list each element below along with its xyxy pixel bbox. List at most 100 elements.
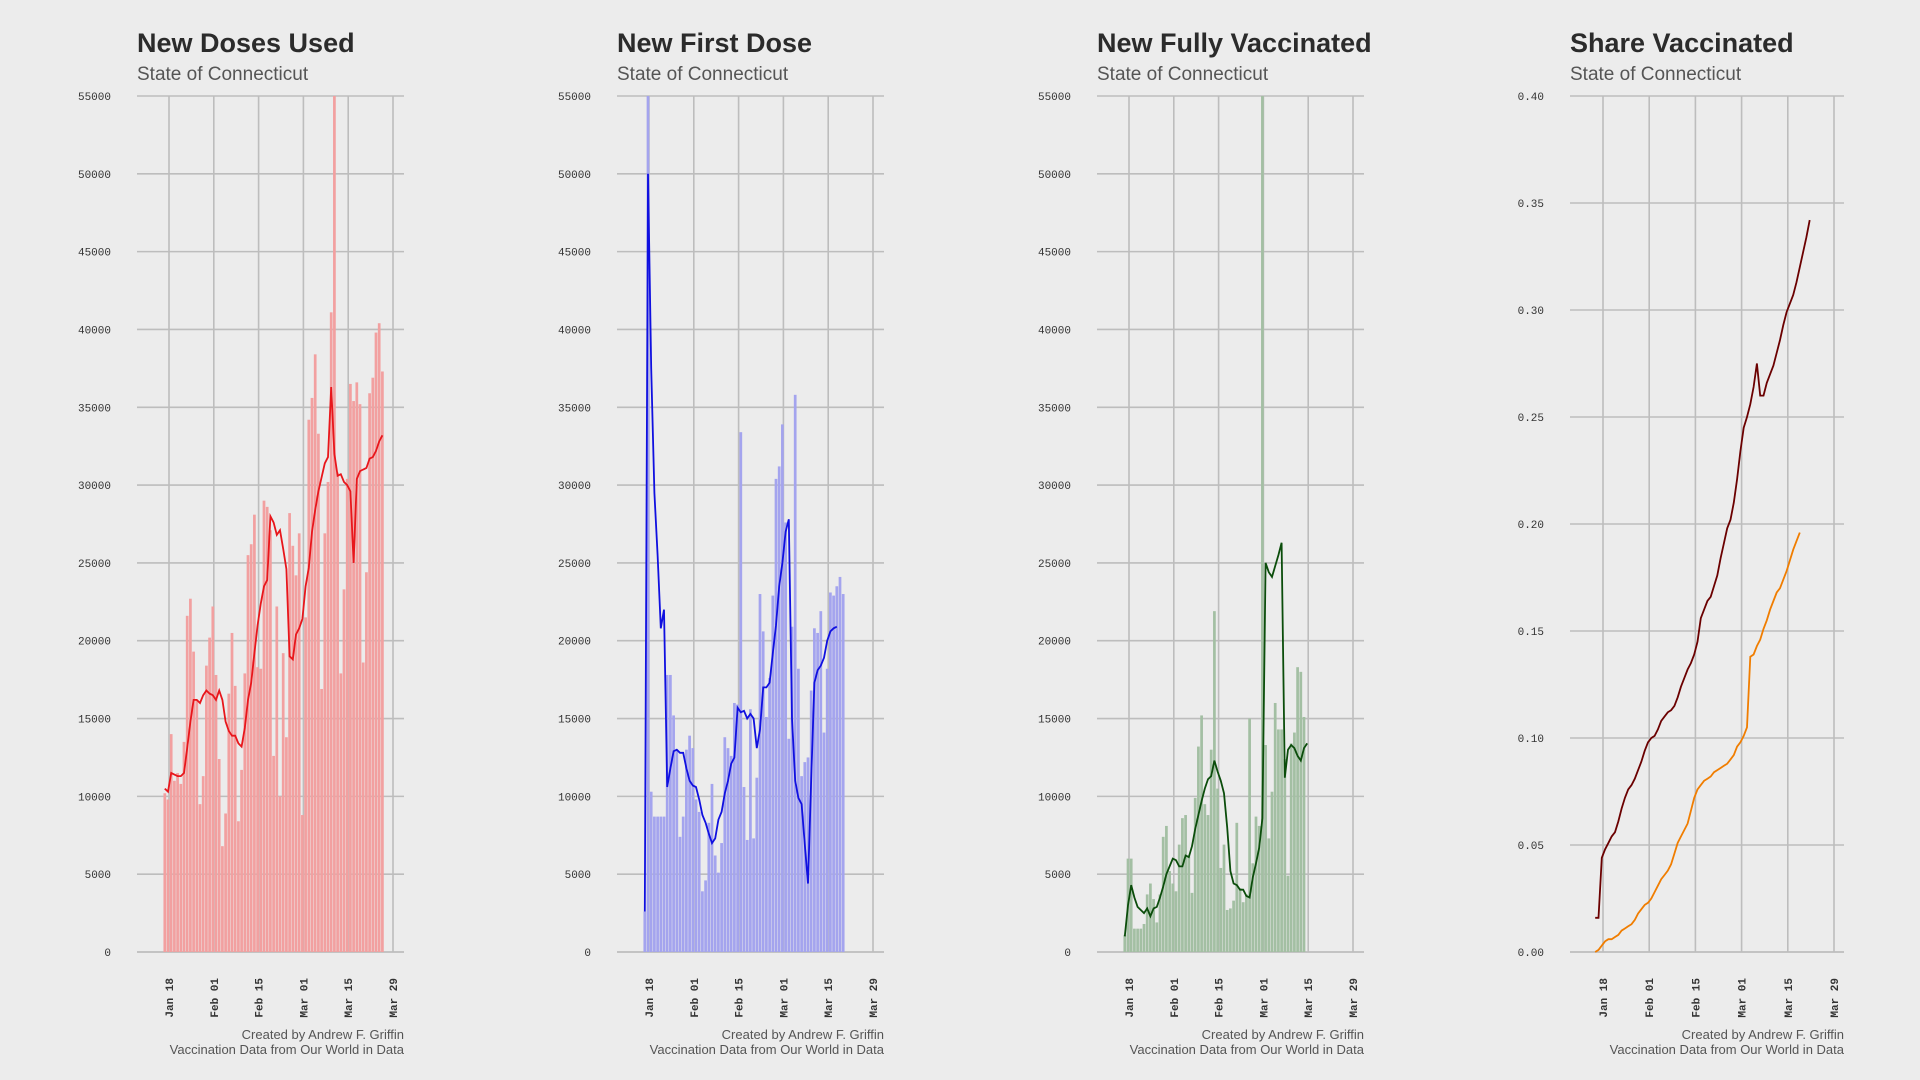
chart-subtitle: State of Connecticut [1097,64,1269,85]
bar [1177,844,1181,952]
y-tick-label: 50000 [1038,170,1071,182]
bar [701,891,704,952]
bar [221,846,224,952]
y-tick-label: 0.40 [1518,92,1544,104]
bar [281,653,285,952]
y-tick-label: 55000 [1038,92,1071,104]
bar [201,776,205,952]
y-tick-label: 45000 [558,248,591,260]
bar [739,432,743,952]
y-tick-label: 40000 [78,325,111,337]
bar [278,796,282,952]
bar [797,668,800,952]
bar [352,401,355,953]
x-tick-label: Mar 01 [299,978,311,1018]
caption-source: Vaccination Data from Our World in Data [1609,1042,1844,1057]
bar [1200,715,1203,952]
bar [790,626,794,952]
x-tick-label: Jan 18 [1599,978,1611,1018]
bar [777,466,781,952]
bar [173,780,176,952]
bar [313,354,317,953]
y-tick-label: 0.30 [1518,306,1544,318]
bar [646,96,650,952]
bar [1254,816,1258,952]
bar [825,668,829,952]
y-tick-label: 10000 [78,792,111,804]
bar [800,776,803,952]
y-tick-label: 45000 [78,248,111,260]
bar [365,572,368,952]
bar [841,594,845,952]
bar [345,478,349,952]
bar [710,783,714,952]
bar [717,872,720,952]
y-tick-label: 35000 [558,403,591,415]
bar [771,595,775,952]
bar [678,836,682,952]
y-tick-label: 30000 [78,481,111,493]
rolling-average-line [643,173,838,912]
x-tick-label: Mar 15 [344,978,356,1018]
bar [1280,729,1283,952]
rolling-average-line [164,386,384,794]
bar [1206,815,1210,952]
x-tick-label: Mar 29 [869,978,881,1018]
bar [649,791,653,952]
bar [697,811,701,952]
bar [1241,902,1245,952]
bar [694,799,698,952]
chart-title: New Fully Vaccinated [1097,28,1372,58]
bar-line-chart: 0 5000 10000 15000 20000 25000 30000 35000 40000… [78,92,404,1018]
y-tick-label: 5000 [85,870,111,882]
bar [774,478,778,952]
bar [371,377,375,953]
bar [1289,743,1293,952]
bar [662,816,666,952]
bar [272,755,275,952]
bar [243,673,247,952]
bar [249,544,253,952]
bar [829,592,832,952]
bar [685,749,688,952]
y-tick-label: 0.15 [1518,627,1544,639]
y-tick-label: 5000 [1045,870,1071,882]
bar [275,606,279,952]
bar [1155,922,1159,952]
x-tick-label: Mar 15 [1304,978,1316,1018]
bar [1142,923,1146,952]
bar [745,839,749,952]
y-tick-label: 40000 [1038,325,1071,337]
bar [749,709,752,952]
x-tick-label: Mar 15 [1784,978,1796,1018]
series-line-0 [1595,219,1811,919]
bar [659,816,663,952]
chart-caption: Created by Andrew F. Griffin Vaccination… [0,1027,884,1057]
bar [813,628,816,952]
bar [784,522,787,952]
bar [765,716,768,952]
x-tick-label: Mar 29 [389,978,401,1018]
bar [307,419,311,952]
y-tick-label: 25000 [558,559,591,571]
rolling-average-line [1123,542,1308,937]
bar [1267,838,1271,952]
bar [368,393,371,952]
y-tick-label: 15000 [558,715,591,727]
bar [195,699,199,952]
bar [253,514,256,952]
bar [1277,729,1280,952]
bar [1219,867,1223,952]
bar [323,533,327,952]
bar [819,611,823,952]
bar [301,815,304,952]
bar [1139,928,1143,952]
bar [787,738,791,952]
x-tick-label: Feb 01 [1645,978,1657,1018]
bar [326,481,330,952]
bar [675,749,679,952]
bar [1235,822,1239,952]
bar [1174,891,1178,952]
x-tick-label: Feb 15 [1691,978,1703,1018]
